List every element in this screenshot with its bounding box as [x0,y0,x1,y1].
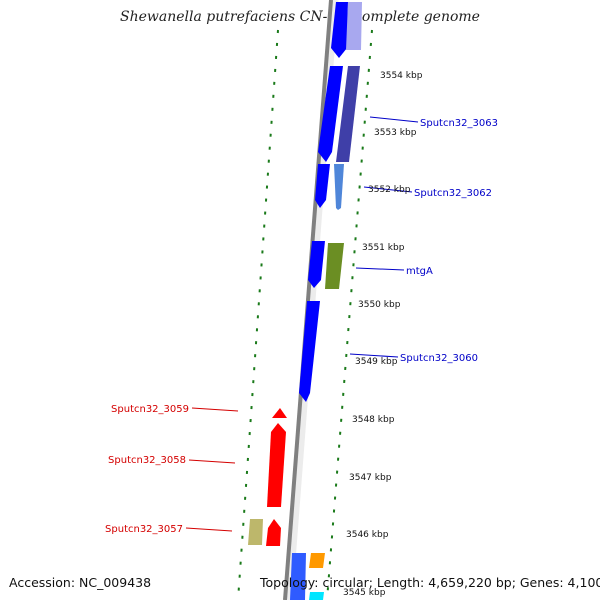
kbp-label-3550: 3550 kbp [358,300,401,310]
cds-red-sputcn32-3057[interactable] [266,519,281,546]
cds-cyan-bottom[interactable] [309,592,324,600]
cds-darkblue-sputcn32-3063[interactable] [336,66,360,162]
kbp-label-3553: 3553 kbp [374,128,417,138]
gene-label-mtgA[interactable]: mtgA [406,266,433,277]
cds-blue-sputcn32-3060[interactable] [299,301,320,402]
kbp-label-3548: 3548 kbp [352,415,395,425]
kbp-label-3549: 3549 kbp [355,357,398,367]
cds-olive-mtgA[interactable] [325,243,344,289]
gene-label-sputcn32-3058[interactable]: Sputcn32_3058 [108,455,186,466]
kbp-label-3545: 3545 kbp [343,588,386,598]
gene-label-sputcn32-3062[interactable]: Sputcn32_3062 [414,188,492,199]
kbp-label-3552: 3552 kbp [368,185,411,195]
cds-khaki-sputcn32-3057[interactable] [248,519,263,545]
cds-red-sputcn32-3058[interactable] [267,423,286,507]
backbone [283,0,333,600]
gene-label-sputcn32-3059[interactable]: Sputcn32_3059 [111,404,189,415]
kbp-label-3554: 3554 kbp [380,71,423,81]
cds-lavender-1[interactable] [346,2,362,50]
cds-red-sputcn32-3059[interactable] [272,408,287,418]
leader-sputcn32-3058 [188,459,236,464]
cds-lightblue-sputcn32-3062[interactable] [334,164,344,210]
cds-blue-sputcn32-3062[interactable] [315,164,330,208]
leader-sputcn32-3063 [369,116,419,123]
left-dotted-track [237,29,279,600]
topology-text: Topology: circular; Length: 4,659,220 bp… [260,575,600,590]
cds-blue-mtgA[interactable] [308,241,325,288]
leader-sputcn32-3062 [363,186,413,193]
kbp-label-3546: 3546 kbp [346,530,389,540]
gene-label-sputcn32-3063[interactable]: Sputcn32_3063 [420,118,498,129]
kbp-label-3551: 3551 kbp [362,243,405,253]
leader-sputcn32-3059 [191,407,239,412]
gene-label-sputcn32-3057[interactable]: Sputcn32_3057 [105,524,183,535]
cds-blue-bottom[interactable] [290,553,306,600]
kbp-label-3547: 3547 kbp [349,473,392,483]
cds-blue-1[interactable] [331,2,348,58]
accession-text: Accession: NC_009438 [9,575,152,590]
gene-label-sputcn32-3060[interactable]: Sputcn32_3060 [400,353,478,364]
map-title: Shewanella putrefaciens CN-32, complete … [120,9,480,25]
leader-sputcn32-3060 [349,353,399,358]
cds-blue-sputcn32-3063[interactable] [318,66,343,162]
leader-mtgA [355,267,405,271]
leader-sputcn32-3057 [185,527,233,532]
cds-orange-bottom[interactable] [309,553,325,568]
